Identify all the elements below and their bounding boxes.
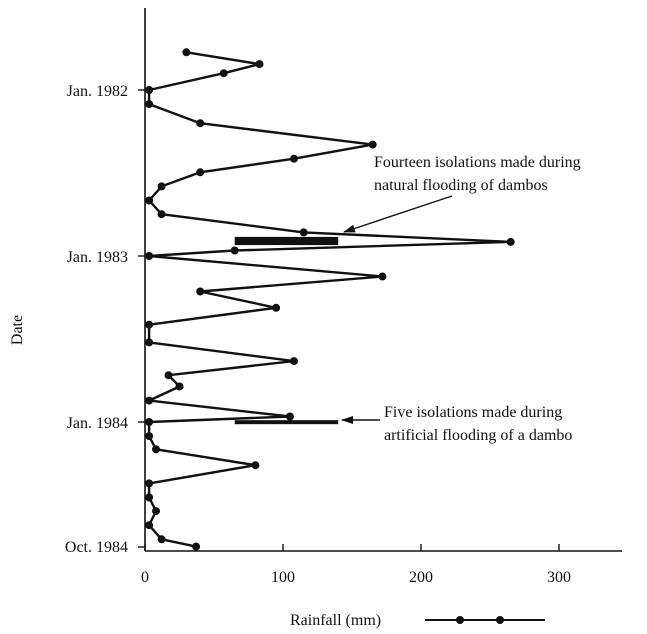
isolation-bar-natural-flooding — [234, 236, 339, 246]
data-point-3 — [145, 86, 154, 94]
data-point-2 — [219, 69, 228, 78]
data-point-14 — [230, 246, 239, 255]
data-point-28 — [152, 445, 160, 454]
x-axis-title: Rainfall (mm) — [290, 612, 381, 629]
data-point-20 — [145, 338, 154, 347]
data-point-8 — [196, 168, 205, 177]
data-point-17 — [196, 287, 205, 296]
legend-sample-marker-1 — [456, 616, 464, 624]
data-point-9 — [157, 182, 166, 191]
data-point-18 — [272, 303, 281, 312]
y-tick-label-2: Jan. 1984 — [67, 415, 128, 432]
legend-sample-marker-2 — [496, 616, 504, 624]
data-point-30 — [145, 479, 154, 488]
y-tick-label-0: Jan. 1982 — [67, 83, 128, 100]
annotation-natural-line2: natural flooding of dambos — [374, 177, 548, 194]
data-point-13 — [506, 237, 515, 246]
data-point-11 — [157, 210, 166, 219]
data-point-16 — [378, 272, 387, 281]
x-tick-label-1: 100 — [271, 569, 295, 586]
data-point-35 — [192, 542, 201, 551]
data-point-7 — [290, 154, 298, 163]
data-point-23 — [175, 382, 184, 391]
data-point-19 — [145, 320, 154, 329]
data-point-10 — [145, 196, 154, 205]
data-point-1 — [255, 60, 264, 69]
data-point-21 — [290, 357, 298, 366]
annotation-natural-arrow — [343, 195, 453, 233]
data-point-31 — [145, 493, 154, 502]
x-ticks — [144, 544, 560, 551]
data-point-0 — [182, 48, 191, 57]
y-tick-label-3: Oct. 1984 — [65, 539, 128, 556]
legend-sample — [425, 616, 545, 624]
data-point-33 — [145, 521, 154, 530]
data-point-15 — [145, 252, 154, 260]
data-point-34 — [157, 535, 166, 544]
data-point-26 — [145, 418, 154, 426]
y-tick-label-1: Jan. 1983 — [67, 249, 128, 266]
isolation-bars — [234, 236, 339, 425]
y-ticks — [138, 89, 145, 548]
annotation-artificial-line2: artificial flooding of a dambo — [384, 427, 572, 444]
data-point-12 — [299, 228, 308, 237]
data-point-22 — [164, 371, 173, 380]
series-line — [147, 51, 512, 548]
y-axis-title: Date — [9, 315, 26, 345]
annotation-artificial-line1: Five isolations made during — [384, 404, 562, 421]
data-point-4 — [145, 100, 154, 109]
rainfall-series — [145, 48, 515, 551]
data-point-27 — [145, 432, 154, 441]
data-point-32 — [152, 507, 160, 516]
data-point-25 — [285, 412, 294, 421]
data-point-24 — [145, 396, 154, 405]
x-tick-label-2: 200 — [409, 569, 433, 586]
data-point-29 — [251, 461, 260, 470]
x-tick-label-3: 300 — [547, 569, 571, 586]
annotation-natural-line1: Fourteen isolations made during — [374, 154, 581, 171]
data-point-5 — [196, 119, 205, 128]
data-point-6 — [368, 140, 377, 149]
x-tick-label-0: 0 — [141, 569, 149, 586]
isolation-bar-artificial-flooding — [234, 420, 339, 425]
